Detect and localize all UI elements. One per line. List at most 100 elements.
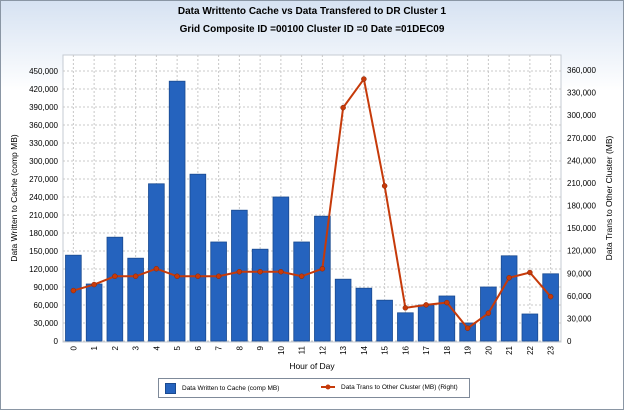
x-tick-label: 21 [505,345,514,354]
y-right-tick-label: 270,000 [567,134,596,143]
y-right-tick-label: 90,000 [567,269,592,278]
line-point [174,273,180,280]
line-point [91,281,97,288]
y-right-tick-label: 150,000 [567,224,596,233]
line-point [319,265,326,272]
y-axis-left-label: Data Written to Cache (comp MB) [9,134,19,262]
line-point [70,287,77,294]
y-right-tick-label: 210,000 [567,179,596,188]
bar [189,173,207,342]
line-point [547,293,554,300]
bar [293,241,310,342]
x-tick-label: 7 [215,345,224,350]
y-left-tick-label: 330,000 [29,139,58,148]
x-tick-label: 0 [69,345,78,350]
x-tick-label: 20 [484,345,493,354]
bar [355,287,373,342]
x-tick-label: 17 [422,345,431,354]
x-tick-label: 22 [526,345,535,354]
legend-label: Data Trans to Other Cluster (MB) (Right) [341,383,458,391]
x-tick-label: 2 [111,345,120,350]
chart-title: Data Writtento Cache vs Data Transfered … [177,6,447,17]
line-point [464,325,471,331]
y-right-tick-label: 330,000 [567,89,596,98]
y-right-tick-label: 0 [567,337,572,346]
line-point [485,310,492,316]
x-tick-label: 16 [401,345,410,354]
legend-item-line: Data Trans to Other Cluster (MB) (Right) [321,383,458,391]
y-left-tick-label: 390,000 [29,103,58,112]
bar [251,248,269,342]
y-right-tick-label: 240,000 [567,156,596,165]
x-tick-label: 4 [152,345,161,350]
x-tick-label: 19 [464,345,473,354]
bar-swatch-icon [165,383,176,394]
line-point [402,305,409,311]
bar [459,322,476,342]
line-point [195,273,201,280]
line-point [381,183,388,189]
y-left-tick-label: 60,000 [34,301,59,310]
line-point [132,273,139,280]
x-tick-label: 23 [547,345,556,354]
x-tick-label: 6 [194,345,203,350]
bar [314,215,331,342]
x-tick-label: 15 [381,345,390,354]
y-right-tick-label: 120,000 [567,247,596,256]
y-left-tick-label: 240,000 [29,193,58,202]
x-tick-label: 12 [318,345,327,354]
x-tick-label: 14 [360,345,369,354]
bar [397,312,414,342]
bar [417,304,435,342]
line-point [361,76,367,82]
x-tick-label: 8 [235,345,244,350]
line-point [257,268,263,275]
line-point [340,104,346,111]
bar [500,255,518,342]
y-left-tick-label: 90,000 [34,283,59,292]
line-point [527,269,533,276]
x-tick-label: 13 [339,345,348,354]
y-left-tick-label: 420,000 [29,85,58,94]
bar [106,236,124,342]
x-tick-label: 3 [132,345,141,350]
y-left-tick-label: 150,000 [29,247,58,256]
plot-area [62,54,562,343]
y-right-tick-label: 30,000 [567,314,592,323]
bar [521,313,539,342]
x-axis-label: Hour of Day [289,361,335,371]
y-axis-right-label: Data Trans to Other Cluster (MB) [604,135,614,260]
bar [85,283,103,342]
x-tick-label: 9 [256,345,265,350]
x-tick-label: 5 [173,345,182,350]
y-left-tick-label: 0 [54,337,59,346]
y-left-tick-label: 450,000 [29,67,58,76]
y-right-tick-label: 360,000 [567,66,596,75]
bar [231,209,248,342]
line-point [298,273,305,280]
y-right-tick-label: 300,000 [567,111,596,120]
bar [210,241,227,342]
series-line [73,76,552,330]
y-right-tick-label: 60,000 [567,292,592,301]
x-tick-label: 18 [443,345,452,354]
line-point [215,273,222,280]
y-left-tick-label: 180,000 [29,229,58,238]
y-left-tick-label: 30,000 [34,319,59,328]
bar [542,273,559,342]
chart-subtitle: Grid Composite ID =00100 Cluster ID =0 D… [179,24,445,35]
line-point [112,273,118,280]
y-left-tick-label: 120,000 [29,265,58,274]
bar [65,254,82,342]
legend-item-bars: Data Written to Cache (comp MB) [165,383,279,394]
y-right-tick-label: 180,000 [567,202,596,211]
line-point [423,302,429,308]
line-point [444,299,450,306]
y-left-tick-label: 210,000 [29,211,58,220]
line-point [278,268,284,275]
line-point [506,275,512,281]
bar [168,80,186,342]
bar [127,257,144,342]
legend-label: Data Written to Cache (comp MB) [182,385,280,392]
